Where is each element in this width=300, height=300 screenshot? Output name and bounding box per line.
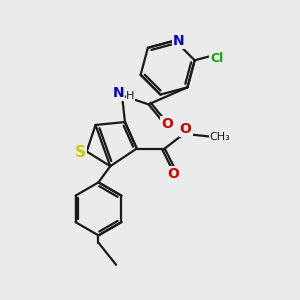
Text: O: O [161,117,173,131]
Text: CH₃: CH₃ [210,132,230,142]
Text: Cl: Cl [210,52,224,65]
Text: O: O [180,122,192,136]
Text: N: N [172,34,184,47]
Text: N: N [113,85,124,100]
Text: S: S [75,146,86,160]
Text: O: O [168,167,179,182]
Text: H: H [126,91,134,101]
